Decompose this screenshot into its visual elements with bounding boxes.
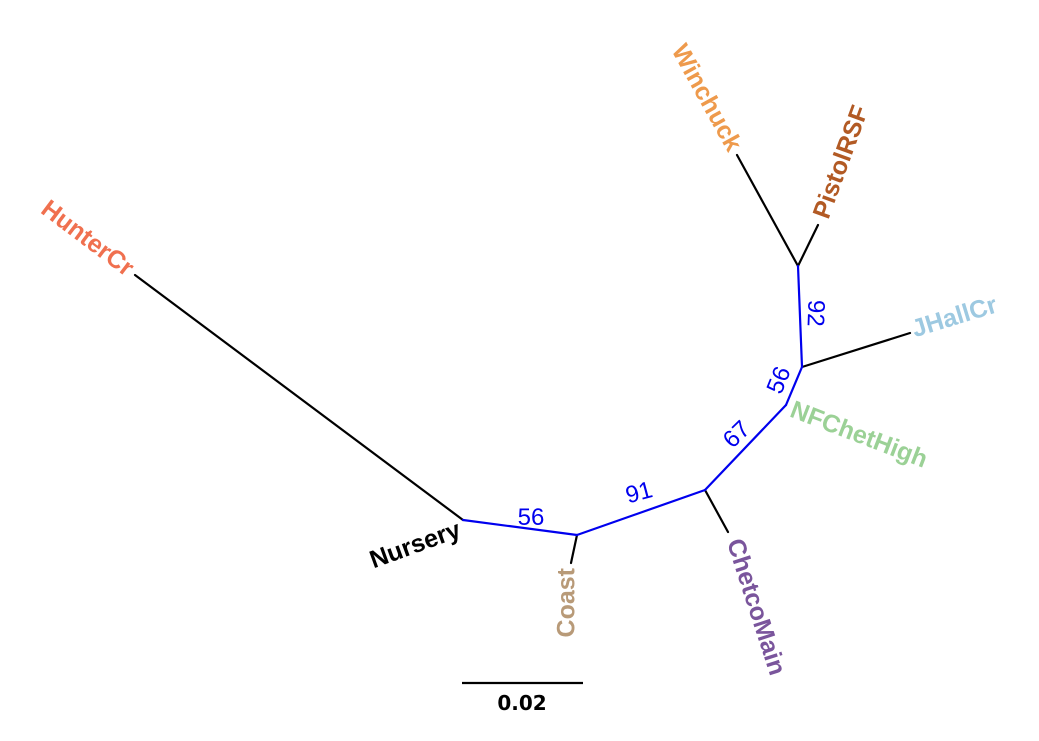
internal-branch-2 — [575, 488, 707, 537]
support-value: 92 — [802, 299, 830, 327]
internal-branch-1 — [461, 518, 579, 537]
internal-branch-4 — [784, 365, 804, 407]
branch-coast — [569, 533, 579, 565]
tip-label-coast: Coast — [553, 567, 581, 637]
branch-huntercr — [133, 273, 465, 522]
branch-jhallcr — [800, 331, 912, 369]
tip-label-chetcomain: ChetcoMain — [721, 535, 791, 678]
support-value: 67 — [718, 416, 756, 454]
internal-branch-3 — [703, 403, 788, 492]
tip-label-huntercr: HunterCr — [36, 195, 140, 283]
tip-label-nfchethigh: NFChetHigh — [786, 396, 931, 474]
scale-bar-label: 0.02 — [497, 691, 546, 715]
tip-label-pistolrsf: PistolRSF — [808, 102, 875, 223]
support-value: 91 — [623, 476, 656, 509]
branch-winchuck — [735, 153, 800, 268]
tip-label-nursery: Nursery — [366, 516, 464, 575]
support-value: 56 — [518, 504, 545, 531]
internal-branch-5 — [796, 264, 804, 369]
tip-label-jhallcr: JHallCr — [909, 291, 1001, 343]
tip-label-winchuck: Winchuck — [666, 39, 748, 156]
branch-chetcomain — [703, 488, 730, 534]
branch-pistolrsf — [796, 223, 820, 268]
